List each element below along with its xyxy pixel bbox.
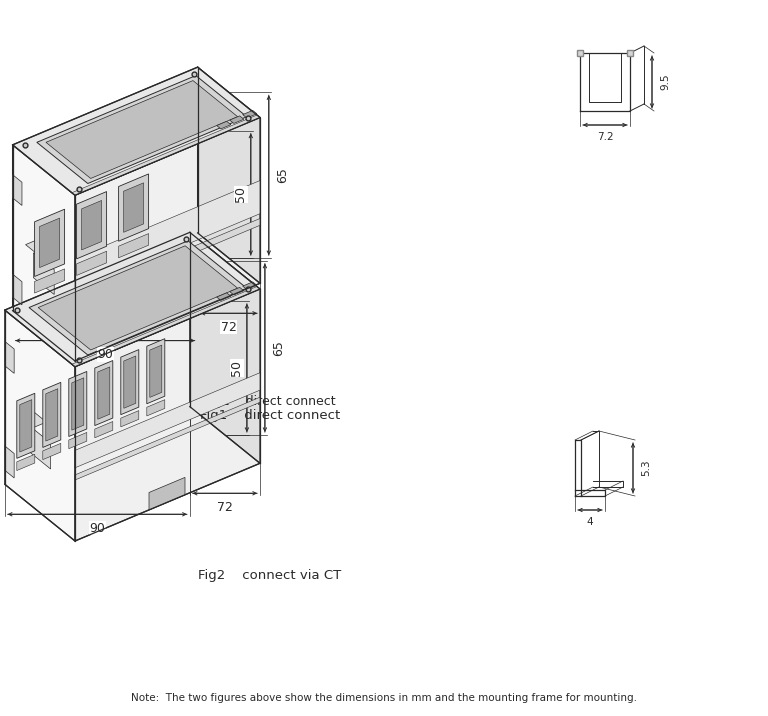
Polygon shape: [243, 282, 257, 289]
Polygon shape: [75, 289, 260, 541]
Polygon shape: [38, 246, 237, 350]
Text: 50: 50: [230, 360, 243, 376]
Polygon shape: [69, 372, 87, 437]
Polygon shape: [149, 478, 185, 510]
Polygon shape: [75, 373, 260, 468]
Text: 65: 65: [273, 340, 286, 356]
Polygon shape: [197, 67, 260, 284]
Polygon shape: [147, 400, 165, 416]
Polygon shape: [25, 240, 50, 255]
Polygon shape: [43, 443, 61, 460]
Polygon shape: [35, 209, 65, 276]
Polygon shape: [147, 339, 165, 404]
Polygon shape: [5, 233, 260, 367]
Polygon shape: [81, 200, 101, 250]
Polygon shape: [35, 269, 65, 293]
Polygon shape: [40, 218, 60, 268]
Text: 72: 72: [221, 321, 237, 334]
Polygon shape: [75, 218, 260, 303]
Polygon shape: [5, 310, 75, 541]
Polygon shape: [20, 400, 31, 452]
Text: 4: 4: [587, 517, 594, 527]
Polygon shape: [29, 241, 247, 355]
Polygon shape: [30, 426, 51, 469]
Text: Fig2    connect via CT: Fig2 connect via CT: [198, 569, 342, 583]
Polygon shape: [75, 117, 260, 361]
Polygon shape: [72, 286, 260, 367]
Text: Note:  The two figures above show the dimensions in mm and the mounting frame fo: Note: The two figures above show the dim…: [131, 693, 637, 703]
Polygon shape: [46, 81, 237, 178]
Polygon shape: [190, 233, 260, 463]
Polygon shape: [75, 180, 260, 291]
Polygon shape: [12, 274, 22, 305]
Polygon shape: [230, 287, 244, 295]
Polygon shape: [217, 121, 231, 129]
Text: Fig1    direct connect: Fig1 direct connect: [204, 395, 336, 407]
Polygon shape: [150, 345, 162, 397]
Polygon shape: [217, 293, 231, 301]
Polygon shape: [94, 361, 113, 425]
Polygon shape: [5, 342, 14, 373]
Text: 90: 90: [98, 348, 113, 361]
Polygon shape: [121, 349, 139, 415]
Polygon shape: [121, 410, 139, 427]
Polygon shape: [124, 356, 136, 408]
Text: Fig1    direct connect: Fig1 direct connect: [200, 410, 340, 422]
Polygon shape: [77, 192, 107, 259]
Text: 72: 72: [217, 500, 233, 514]
Polygon shape: [22, 412, 46, 427]
Polygon shape: [33, 253, 55, 294]
Polygon shape: [71, 378, 84, 430]
Polygon shape: [69, 432, 87, 449]
Polygon shape: [72, 115, 260, 195]
Polygon shape: [118, 233, 148, 258]
Polygon shape: [12, 175, 22, 205]
Text: 65: 65: [276, 168, 290, 183]
Polygon shape: [77, 251, 107, 276]
Polygon shape: [46, 389, 58, 441]
Polygon shape: [243, 110, 257, 118]
Polygon shape: [94, 422, 113, 437]
Polygon shape: [230, 116, 244, 123]
Text: 5.3: 5.3: [641, 460, 651, 476]
Text: 9.5: 9.5: [660, 74, 670, 90]
Polygon shape: [5, 446, 14, 478]
Polygon shape: [12, 145, 75, 361]
Text: 50: 50: [234, 186, 247, 203]
Polygon shape: [124, 183, 144, 232]
Polygon shape: [118, 174, 148, 241]
Polygon shape: [37, 76, 247, 183]
Polygon shape: [43, 382, 61, 448]
Polygon shape: [12, 67, 260, 195]
Polygon shape: [98, 367, 110, 420]
Text: 7.2: 7.2: [597, 132, 614, 142]
Polygon shape: [17, 454, 35, 470]
Polygon shape: [75, 397, 260, 480]
Text: 90: 90: [89, 522, 105, 535]
Polygon shape: [17, 393, 35, 458]
